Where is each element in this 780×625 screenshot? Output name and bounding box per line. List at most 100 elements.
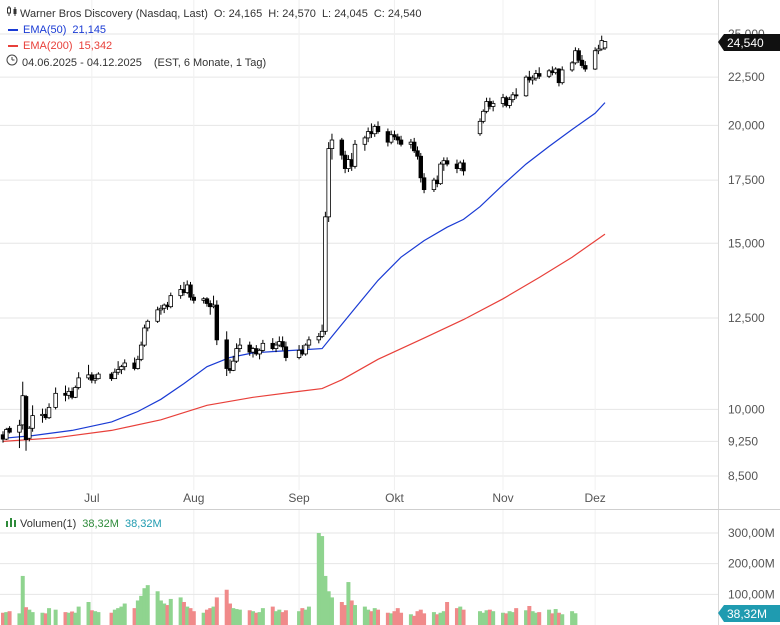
volume-bar (30, 612, 35, 625)
candle-body (96, 373, 101, 380)
volume-bar (556, 612, 561, 625)
volume-bar (507, 611, 512, 625)
price-tick-label: 8,500 (728, 469, 758, 483)
candle (431, 177, 437, 193)
candle-body (214, 304, 220, 341)
volume-bar (158, 600, 163, 625)
volume-bar (412, 615, 417, 625)
candle (237, 338, 243, 353)
volume-bars (1, 533, 578, 625)
volume-bar (109, 612, 114, 625)
volume-bar (139, 595, 144, 625)
candle (444, 157, 450, 167)
candle (477, 118, 483, 136)
candlestick-icon (6, 5, 20, 22)
candle (421, 173, 427, 194)
candle (418, 152, 423, 183)
candle-body (395, 136, 400, 141)
ema50-label: EMA(50) (23, 24, 67, 36)
volume-bar (362, 606, 367, 625)
volume-bar (27, 609, 32, 625)
candle-body (362, 137, 368, 145)
candle-body (76, 377, 81, 388)
ema50-swatch (8, 29, 18, 31)
candle-body (273, 344, 279, 350)
candle (323, 211, 328, 335)
volume-bar (227, 603, 232, 625)
volume-bar (481, 612, 486, 625)
candle-body (145, 320, 150, 329)
volume-bar (303, 609, 308, 625)
volume-bar (510, 612, 515, 625)
candle-body (316, 336, 322, 341)
candle (73, 385, 78, 399)
candle (4, 427, 9, 441)
volume-bar (135, 600, 140, 625)
candle-body (602, 41, 608, 49)
volume-bar (162, 603, 167, 625)
volume-bar (537, 612, 542, 625)
volume-bar (326, 591, 331, 625)
candle (155, 306, 160, 323)
volume-bar (461, 609, 466, 625)
candle (546, 69, 552, 79)
volume-bar (40, 612, 45, 625)
volume-bar (343, 605, 348, 625)
candle (412, 137, 417, 153)
candle (23, 394, 29, 451)
candle (231, 355, 236, 372)
volume-bar (431, 612, 436, 625)
candle (537, 67, 542, 79)
candle (592, 47, 598, 70)
close-label: C: (373, 7, 385, 20)
ema50-legend[interactable]: EMA(50) 21,145 (6, 22, 422, 38)
volume-bar (89, 610, 94, 625)
volume-bar (435, 614, 440, 625)
volume-bar (7, 611, 12, 625)
ema200-legend[interactable]: EMA(200) 15,342 (6, 38, 422, 54)
volume-bar (270, 606, 275, 625)
volume-bar (24, 607, 29, 625)
ema50-line (2, 102, 606, 439)
volume-bar (441, 611, 446, 625)
candle-body (392, 134, 397, 138)
date-range: 04.06.2025 - 04.12.2025 (22, 56, 142, 69)
candle (7, 426, 12, 434)
volume-bar (329, 597, 334, 625)
candle-body (323, 216, 328, 332)
time-axis-labels: Jul Aug Sep Okt Nov Dez (84, 491, 606, 505)
price-tick-label: 22,500 (728, 70, 765, 84)
candle-body (576, 50, 581, 61)
candle-body (306, 339, 312, 346)
volume-bar (491, 611, 496, 625)
volume-bar (445, 602, 450, 625)
candle-body (53, 392, 58, 408)
volume-bar (550, 613, 555, 625)
chart-legend: Warner Bros Discovery (Nasdaq, Last) O: … (6, 5, 422, 71)
candle (224, 331, 229, 376)
volume-bar (231, 608, 236, 625)
candle (326, 142, 331, 223)
candle-body (30, 415, 35, 429)
time-tick-label: Jul (84, 491, 99, 505)
volume-axis-labels: 100,00M 200,00M 300,00M (728, 526, 775, 601)
volume-bar (454, 608, 459, 625)
last-volume-badge: 38,32M (718, 605, 780, 622)
volume-bar (389, 613, 394, 625)
candle-body (7, 427, 12, 433)
candle (415, 146, 420, 160)
candle-body (365, 131, 371, 139)
volume-bar (142, 588, 147, 625)
open-value: 24,165 (228, 7, 263, 20)
candle (398, 135, 404, 147)
candle-body (583, 65, 588, 70)
volume-bar (300, 608, 305, 625)
volume-tick-label: 300,00M (728, 526, 775, 540)
candle-body (188, 284, 193, 298)
open-label: O: (213, 7, 226, 20)
candle-body (135, 358, 141, 369)
volume-bar (185, 606, 190, 625)
candle-body (444, 160, 450, 165)
candle-body (579, 59, 585, 66)
